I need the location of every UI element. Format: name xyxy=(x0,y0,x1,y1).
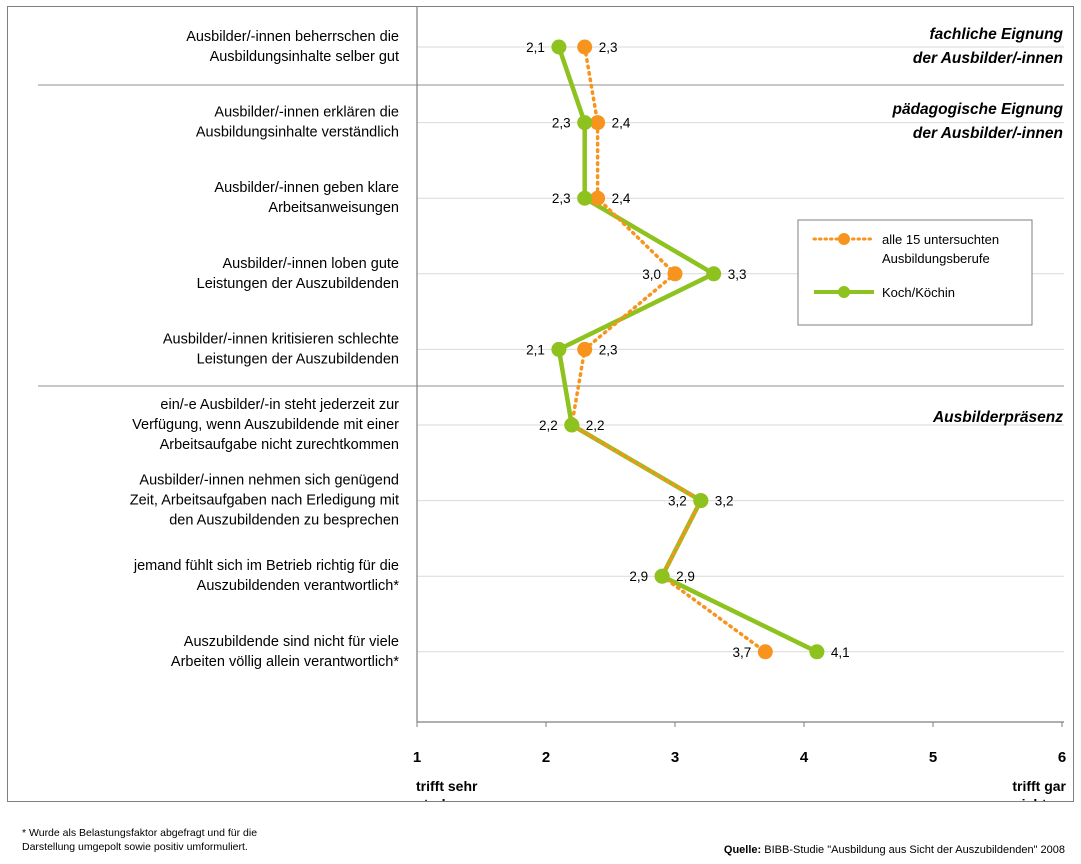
legend-marker-alle xyxy=(838,233,850,245)
category-label: Ausbilder/-innen erklären die xyxy=(214,105,399,121)
x-axis-max-label: nicht zu xyxy=(1013,796,1066,801)
footnote-line-2: Darstellung umgepolt sowie positiv umfor… xyxy=(22,841,248,853)
category-label: den Auszubildenden zu besprechen xyxy=(169,513,399,529)
data-label: 2,2 xyxy=(586,418,605,433)
data-label: 3,3 xyxy=(728,267,747,282)
data-label: 3,2 xyxy=(715,494,734,509)
data-label: 3,0 xyxy=(642,267,661,282)
data-label: 2,1 xyxy=(526,342,545,357)
x-tick-label: 1 xyxy=(413,749,421,766)
marker-koch xyxy=(577,115,593,131)
marker-alle xyxy=(667,266,683,282)
category-label: Ausbilder/-innen kritisieren schlechte xyxy=(163,331,399,347)
category-label: Zeit, Arbeitsaufgaben nach Erledigung mi… xyxy=(130,493,399,509)
data-label: 2,9 xyxy=(629,569,648,584)
x-axis-min-label: trifft sehr xyxy=(416,778,478,794)
category-label: Ausbilder/-innen geben klare xyxy=(214,180,399,196)
group-label: Ausbilderpräsenz xyxy=(932,409,1063,426)
data-label: 2,4 xyxy=(612,191,631,206)
data-label: 2,9 xyxy=(676,569,695,584)
marker-koch xyxy=(577,190,593,206)
marker-alle xyxy=(590,190,606,206)
category-label: Arbeitsaufgabe nicht zurechtkommen xyxy=(160,437,399,453)
footnote: * Wurde als Belastungsfaktor abgefragt u… xyxy=(22,826,382,854)
category-label: jemand fühlt sich im Betrieb richtig für… xyxy=(133,558,399,574)
category-label: Ausbilder/-innen beherrschen die xyxy=(186,29,399,45)
x-axis-max-label: trifft gar xyxy=(1012,778,1066,794)
data-label: 3,2 xyxy=(668,494,687,509)
source-note: Quelle: BIBB-Studie "Ausbildung aus Sich… xyxy=(724,844,1065,856)
x-tick-label: 2 xyxy=(542,749,550,766)
group-label: pädagogische Eignung xyxy=(891,101,1063,118)
data-label: 4,1 xyxy=(831,645,850,660)
category-label: Arbeiten völlig allein verantwortlich* xyxy=(171,654,399,670)
data-label: 2,3 xyxy=(552,191,571,206)
line-chart: 1 2 3 4 5 6 trifft sehr stark zu trifft gar nicht… xyxy=(38,7,1067,812)
marker-alle xyxy=(590,115,606,131)
category-label: Ausbilder/-innen nehmen sich genügend xyxy=(139,473,399,489)
category-label: Ausbildungsinhalte verständlich xyxy=(196,125,399,141)
legend-label-alle: alle 15 untersuchten xyxy=(882,232,999,247)
category-label: Verfügung, wenn Auszubildende mit einer xyxy=(132,417,399,433)
marker-alle xyxy=(577,39,593,55)
marker-koch xyxy=(551,341,567,357)
category-label: Arbeitsanweisungen xyxy=(268,200,399,216)
data-label: 3,7 xyxy=(733,645,752,660)
chart-frame: 1 2 3 4 5 6 trifft sehr stark zu trifft gar nicht… xyxy=(7,6,1074,812)
marker-koch xyxy=(564,417,580,433)
category-label: Auszubildende sind nicht für viele xyxy=(184,634,399,650)
group-label: der Ausbilder/-innen xyxy=(913,50,1063,67)
marker-koch xyxy=(809,644,825,660)
group-label: fachliche Eignung xyxy=(930,26,1064,43)
x-axis-min-label: stark zu xyxy=(416,796,469,801)
marker-koch xyxy=(551,39,567,55)
category-label: ein/-e Ausbilder/-in steht jederzeit zur xyxy=(160,397,399,413)
data-label: 2,4 xyxy=(612,116,631,131)
group-label: der Ausbilder/-innen xyxy=(913,125,1063,142)
marker-koch xyxy=(706,266,722,282)
legend-marker-koch xyxy=(838,286,850,298)
data-label: 2,2 xyxy=(539,418,558,433)
data-label: 2,3 xyxy=(552,116,571,131)
legend-label-koch: Koch/Köchin xyxy=(882,285,955,300)
category-label: Leistungen der Auszubildenden xyxy=(197,351,399,367)
category-label: Ausbilder/-innen loben gute xyxy=(222,256,399,272)
source-text: BIBB-Studie "Ausbildung aus Sicht der Au… xyxy=(761,844,1065,856)
data-label: 2,3 xyxy=(599,40,618,55)
data-label: 2,3 xyxy=(599,342,618,357)
x-tick-label: 4 xyxy=(800,749,809,766)
legend-label-alle: Ausbildungsberufe xyxy=(882,251,990,266)
marker-alle xyxy=(577,341,593,357)
marker-alle xyxy=(757,644,773,660)
marker-koch xyxy=(654,568,670,584)
x-tick-label: 5 xyxy=(929,749,937,766)
x-tick-label: 3 xyxy=(671,749,679,766)
footnote-line-1: * Wurde als Belastungsfaktor abgefragt u… xyxy=(22,827,258,839)
data-label: 2,1 xyxy=(526,40,545,55)
x-tick-label: 6 xyxy=(1058,749,1066,766)
category-label: Auszubildenden verantwortlich* xyxy=(197,578,400,594)
category-label: Ausbildungsinhalte selber gut xyxy=(210,49,399,65)
source-label: Quelle: xyxy=(723,844,762,856)
marker-koch xyxy=(693,493,709,509)
category-label: Leistungen der Auszubildenden xyxy=(197,276,399,292)
